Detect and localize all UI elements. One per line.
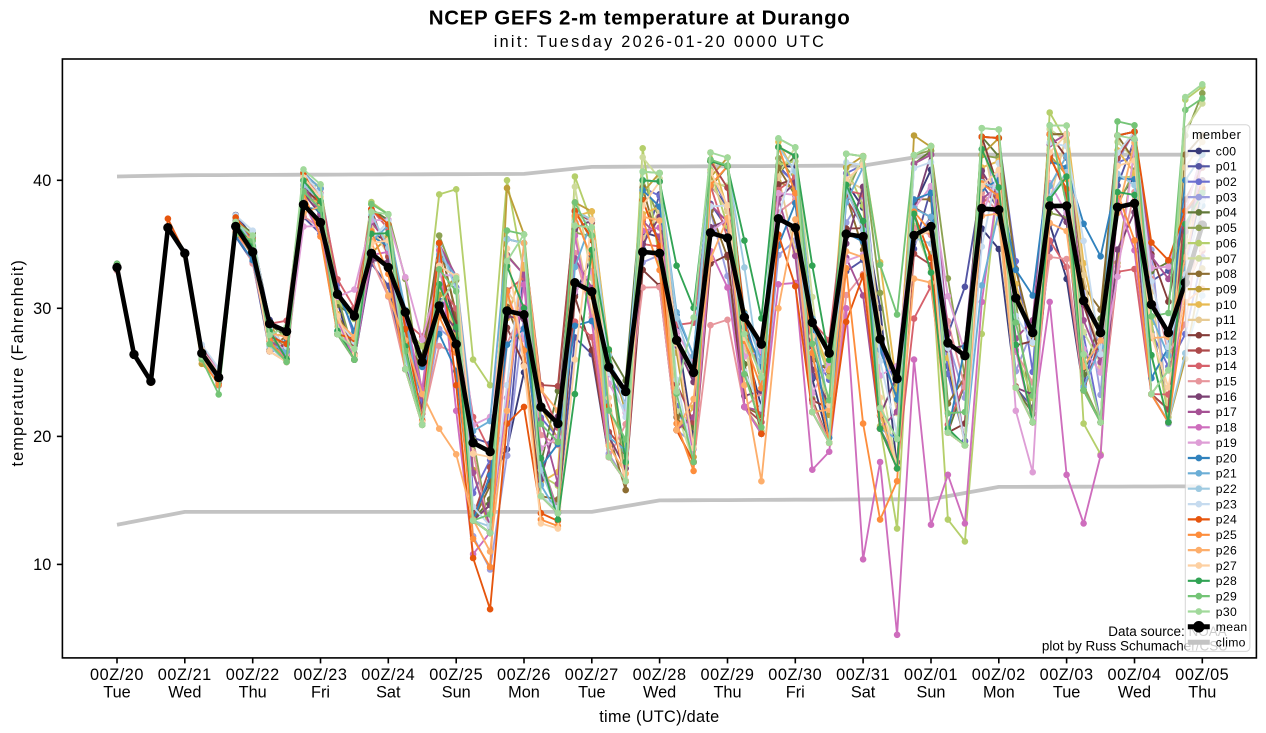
svg-text:p20: p20	[1216, 451, 1237, 465]
svg-text:temperature (Fahrenheit): temperature (Fahrenheit)	[9, 259, 27, 466]
svg-text:p25: p25	[1216, 528, 1237, 542]
svg-text:00Z/30: 00Z/30	[768, 666, 822, 684]
svg-text:p10: p10	[1216, 298, 1237, 312]
svg-text:p30: p30	[1216, 605, 1237, 619]
svg-text:00Z/01: 00Z/01	[904, 666, 958, 684]
svg-text:p07: p07	[1216, 252, 1237, 266]
svg-text:p12: p12	[1216, 329, 1237, 343]
svg-text:p09: p09	[1216, 282, 1237, 296]
svg-text:30: 30	[33, 300, 51, 318]
svg-text:00Z/05: 00Z/05	[1175, 666, 1229, 684]
svg-text:Thu: Thu	[1188, 684, 1216, 702]
svg-text:00Z/21: 00Z/21	[158, 666, 212, 684]
svg-text:p27: p27	[1216, 559, 1237, 573]
svg-text:climo: climo	[1216, 636, 1246, 650]
svg-text:00Z/28: 00Z/28	[633, 666, 687, 684]
svg-text:p04: p04	[1216, 206, 1237, 220]
svg-text:Wed: Wed	[1118, 684, 1151, 702]
svg-text:00Z/22: 00Z/22	[226, 666, 280, 684]
svg-text:time (UTC)/date: time (UTC)/date	[599, 708, 719, 726]
svg-text:Tue: Tue	[103, 684, 130, 702]
svg-text:p16: p16	[1216, 390, 1237, 404]
svg-text:NCEP GEFS 2-m temperature at D: NCEP GEFS 2-m temperature at Durango	[429, 7, 851, 30]
svg-text:00Z/23: 00Z/23	[294, 666, 348, 684]
svg-text:00Z/31: 00Z/31	[836, 666, 890, 684]
svg-text:p02: p02	[1216, 175, 1237, 189]
svg-text:p03: p03	[1216, 190, 1237, 204]
svg-text:p24: p24	[1216, 513, 1237, 527]
svg-text:p28: p28	[1216, 574, 1237, 588]
svg-text:00Z/02: 00Z/02	[972, 666, 1026, 684]
svg-text:Wed: Wed	[643, 684, 676, 702]
svg-text:p23: p23	[1216, 497, 1237, 511]
svg-text:Fri: Fri	[786, 684, 805, 702]
svg-text:Tue: Tue	[578, 684, 605, 702]
svg-text:Sat: Sat	[851, 684, 876, 702]
svg-text:p22: p22	[1216, 482, 1237, 496]
svg-text:p15: p15	[1216, 375, 1237, 389]
svg-text:member: member	[1192, 128, 1242, 142]
svg-text:p29: p29	[1216, 589, 1237, 603]
svg-text:Thu: Thu	[239, 684, 267, 702]
svg-text:40: 40	[33, 172, 51, 190]
svg-text:00Z/26: 00Z/26	[497, 666, 551, 684]
svg-text:00Z/27: 00Z/27	[565, 666, 619, 684]
svg-text:p13: p13	[1216, 344, 1237, 358]
svg-text:00Z/25: 00Z/25	[429, 666, 483, 684]
svg-text:00Z/20: 00Z/20	[90, 666, 144, 684]
svg-text:Sun: Sun	[917, 684, 946, 702]
svg-text:Thu: Thu	[713, 684, 741, 702]
svg-text:p21: p21	[1216, 467, 1237, 481]
svg-text:p17: p17	[1216, 405, 1237, 419]
svg-text:p26: p26	[1216, 543, 1237, 557]
svg-text:Mon: Mon	[508, 684, 540, 702]
svg-text:Sun: Sun	[442, 684, 471, 702]
svg-text:Tue: Tue	[1053, 684, 1080, 702]
svg-text:00Z/24: 00Z/24	[361, 666, 415, 684]
svg-text:p06: p06	[1216, 236, 1237, 250]
svg-text:10: 10	[33, 556, 51, 574]
svg-text:p01: p01	[1216, 160, 1237, 174]
svg-text:p05: p05	[1216, 221, 1237, 235]
svg-text:p11: p11	[1216, 313, 1236, 327]
svg-text:00Z/03: 00Z/03	[1040, 666, 1094, 684]
svg-text:Mon: Mon	[983, 684, 1015, 702]
svg-text:00Z/04: 00Z/04	[1108, 666, 1162, 684]
svg-text:c00: c00	[1216, 144, 1237, 158]
svg-text:p19: p19	[1216, 436, 1237, 450]
svg-text:20: 20	[33, 428, 51, 446]
svg-text:00Z/29: 00Z/29	[701, 666, 755, 684]
svg-text:Fri: Fri	[311, 684, 330, 702]
svg-text:p08: p08	[1216, 267, 1237, 281]
svg-text:mean: mean	[1216, 620, 1248, 634]
svg-text:init: Tuesday 2026-01-20 0000: init: Tuesday 2026-01-20 0000 UTC	[494, 33, 826, 51]
svg-text:p18: p18	[1216, 421, 1237, 435]
svg-text:Wed: Wed	[168, 684, 201, 702]
svg-text:Sat: Sat	[376, 684, 401, 702]
svg-text:plot by Russ Schumacher/CSU: plot by Russ Schumacher/CSU	[1042, 639, 1228, 654]
svg-text:p14: p14	[1216, 359, 1237, 373]
